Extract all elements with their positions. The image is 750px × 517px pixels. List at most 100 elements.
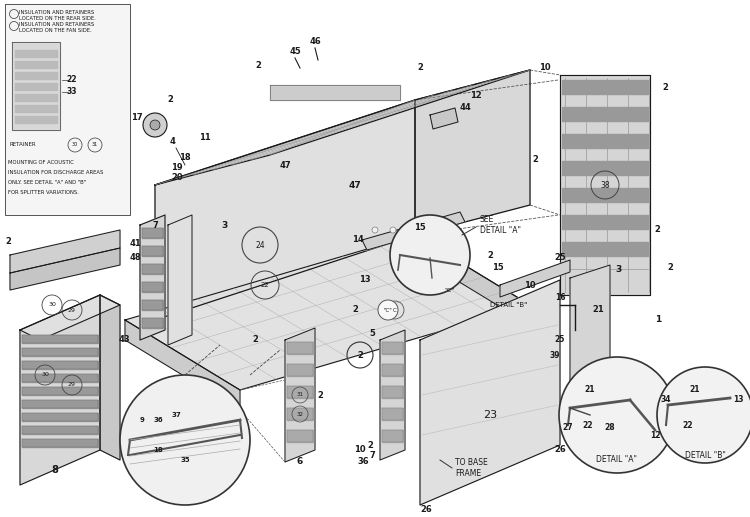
Text: 12: 12 xyxy=(650,431,660,439)
Text: 20: 20 xyxy=(171,174,183,183)
Text: INSULATION FOR DISCHARGE AREAS: INSULATION FOR DISCHARGE AREAS xyxy=(8,170,104,175)
Polygon shape xyxy=(415,235,530,325)
Text: DETAIL "B": DETAIL "B" xyxy=(490,302,527,308)
Text: 22: 22 xyxy=(682,420,693,430)
Text: eReplacementParts.com: eReplacementParts.com xyxy=(282,293,468,308)
Text: 21: 21 xyxy=(690,386,700,394)
Polygon shape xyxy=(22,348,98,356)
Text: 13: 13 xyxy=(733,396,743,404)
Text: 15: 15 xyxy=(414,223,426,233)
Text: 2: 2 xyxy=(487,251,493,260)
Circle shape xyxy=(390,227,396,233)
Text: TO BASE
FRAME: TO BASE FRAME xyxy=(455,458,488,478)
Text: 30: 30 xyxy=(48,302,56,308)
Polygon shape xyxy=(287,408,313,420)
Text: LOCATED ON THE REAR SIDE.: LOCATED ON THE REAR SIDE. xyxy=(19,17,96,22)
Circle shape xyxy=(444,227,450,233)
Text: 36: 36 xyxy=(153,417,163,423)
Text: 7: 7 xyxy=(152,220,157,230)
Polygon shape xyxy=(125,320,240,410)
Text: 2: 2 xyxy=(167,96,173,104)
Polygon shape xyxy=(22,361,98,369)
Polygon shape xyxy=(562,188,648,202)
Polygon shape xyxy=(22,374,98,382)
Text: 30: 30 xyxy=(72,143,78,147)
Polygon shape xyxy=(168,215,192,345)
Text: 10: 10 xyxy=(354,446,366,454)
Polygon shape xyxy=(382,364,403,376)
Polygon shape xyxy=(15,50,57,57)
Polygon shape xyxy=(382,342,403,354)
Text: 32: 32 xyxy=(296,412,304,417)
Polygon shape xyxy=(285,328,315,462)
Polygon shape xyxy=(22,439,98,447)
Text: 37: 37 xyxy=(171,412,181,418)
Text: 35: 35 xyxy=(180,457,190,463)
Polygon shape xyxy=(142,246,163,256)
Text: 25: 25 xyxy=(555,336,566,344)
Text: 28: 28 xyxy=(604,422,615,432)
Text: 1: 1 xyxy=(655,315,662,325)
Text: 2: 2 xyxy=(417,64,423,72)
Text: INSULATION AND RETAINERS: INSULATION AND RETAINERS xyxy=(19,23,94,27)
Circle shape xyxy=(372,227,378,233)
Polygon shape xyxy=(562,134,648,148)
Text: 3: 3 xyxy=(615,266,621,275)
Polygon shape xyxy=(142,264,163,274)
Text: 14: 14 xyxy=(352,236,364,245)
Polygon shape xyxy=(22,387,98,395)
Polygon shape xyxy=(15,72,57,79)
Text: 19: 19 xyxy=(171,163,183,173)
Text: RETAINER: RETAINER xyxy=(10,143,37,147)
Text: 10: 10 xyxy=(539,64,550,72)
Text: 4: 4 xyxy=(169,138,175,146)
Circle shape xyxy=(426,227,432,233)
Text: 2: 2 xyxy=(352,306,358,314)
Text: 22: 22 xyxy=(67,75,77,84)
Text: MOUNTING OF ACOUSTIC: MOUNTING OF ACOUSTIC xyxy=(8,160,74,164)
Polygon shape xyxy=(560,75,650,295)
Text: 27: 27 xyxy=(562,423,573,433)
Polygon shape xyxy=(22,400,98,408)
Text: 12: 12 xyxy=(470,90,482,99)
Text: 36: 36 xyxy=(357,458,369,466)
Polygon shape xyxy=(287,430,313,442)
Polygon shape xyxy=(22,426,98,434)
Text: 24: 24 xyxy=(255,240,265,250)
Text: "C": "C" xyxy=(445,287,455,293)
Text: FOR SPLITTER VARIATIONS.: FOR SPLITTER VARIATIONS. xyxy=(8,190,79,194)
Polygon shape xyxy=(20,295,100,485)
Polygon shape xyxy=(155,100,415,320)
Text: C: C xyxy=(393,308,397,312)
Text: 2: 2 xyxy=(357,351,363,359)
Text: 43: 43 xyxy=(118,336,130,344)
Text: 22: 22 xyxy=(583,420,593,430)
Polygon shape xyxy=(15,61,57,68)
Text: 18: 18 xyxy=(179,154,190,162)
Text: 31: 31 xyxy=(92,143,98,147)
Polygon shape xyxy=(142,228,163,238)
Text: 38: 38 xyxy=(600,180,610,190)
Circle shape xyxy=(120,375,250,505)
Text: 2: 2 xyxy=(654,225,660,235)
Text: INSULATION AND RETAINERS: INSULATION AND RETAINERS xyxy=(19,10,94,16)
Polygon shape xyxy=(287,342,313,354)
Text: 34: 34 xyxy=(661,396,671,404)
Text: 10: 10 xyxy=(524,281,536,290)
Polygon shape xyxy=(12,42,60,130)
Text: SEE
DETAIL "A": SEE DETAIL "A" xyxy=(480,215,521,235)
Polygon shape xyxy=(15,94,57,101)
Text: DETAIL "A": DETAIL "A" xyxy=(596,455,638,464)
Circle shape xyxy=(150,120,160,130)
Polygon shape xyxy=(15,83,57,90)
Polygon shape xyxy=(562,215,648,229)
Circle shape xyxy=(408,227,414,233)
Polygon shape xyxy=(382,386,403,398)
Polygon shape xyxy=(430,108,458,129)
Polygon shape xyxy=(125,235,530,390)
Text: 29: 29 xyxy=(68,383,76,388)
Text: 13: 13 xyxy=(359,276,370,284)
Circle shape xyxy=(378,300,398,320)
Text: 47: 47 xyxy=(279,160,291,170)
Text: 18: 18 xyxy=(153,447,163,453)
